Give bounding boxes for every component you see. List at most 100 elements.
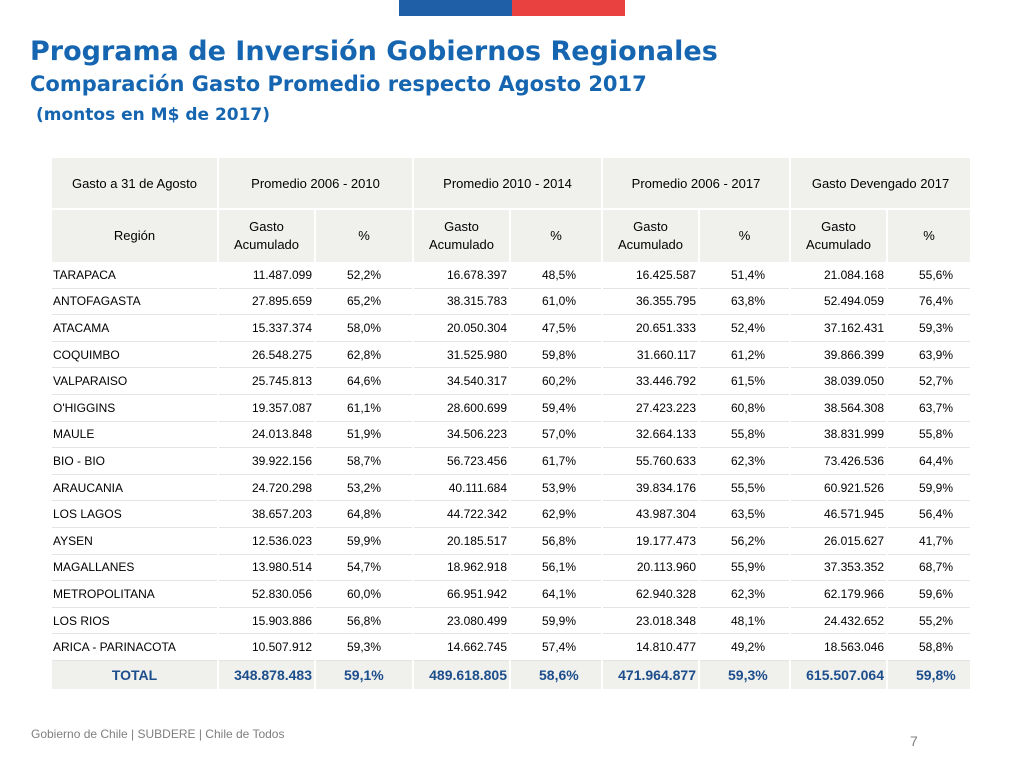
value-cell: 28.600.699 xyxy=(413,394,511,422)
table-row: ATACAMA 15.337.374 58,0% 20.050.304 47,5% 20.… xyxy=(52,314,973,342)
group-header-row: Gasto a 31 de Agosto Promedio 2006 - 201… xyxy=(52,158,973,209)
pct-cell: 53,9% xyxy=(510,474,603,502)
gasto-acumulado-header: Gasto Acumulado xyxy=(413,208,511,262)
table-row: MAULE 24.013.848 51,9% 34.506.223 57,0% 32.66… xyxy=(52,421,973,449)
footer-text: Gobierno de Chile | SUBDERE | Chile de T… xyxy=(31,727,285,741)
gasto-acumulado-header: Gasto Acumulado xyxy=(790,208,888,262)
total-label: TOTAL xyxy=(52,660,219,689)
pct-cell: 60,8% xyxy=(699,394,791,422)
investment-table: Gasto a 31 de Agosto Promedio 2006 - 201… xyxy=(52,158,973,689)
value-cell: 26.548.275 xyxy=(218,341,316,369)
pct-cell: 55,2% xyxy=(887,607,973,635)
pct-cell: 63,5% xyxy=(699,500,791,528)
table-row: ARAUCANIA 24.720.298 53,2% 40.111.684 53,9% 3… xyxy=(52,474,973,502)
pct-cell: 59,6% xyxy=(887,580,973,608)
group-header-2010-2014: Promedio 2010 - 2014 xyxy=(413,158,603,209)
pct-cell: 68,7% xyxy=(887,554,973,582)
total-row: TOTAL 348.878.483 59,1% 489.618.805 58,6… xyxy=(52,660,973,689)
value-cell: 52.830.056 xyxy=(218,580,316,608)
pct-cell: 62,3% xyxy=(699,447,791,475)
value-cell: 21.084.168 xyxy=(790,262,888,289)
value-cell: 36.355.795 xyxy=(602,288,700,316)
pct-cell: 55,8% xyxy=(887,421,973,449)
value-cell: 20.651.333 xyxy=(602,314,700,342)
region-header: Región xyxy=(52,208,219,262)
table-row: COQUIMBO 26.548.275 62,8% 31.525.980 59,8% 31… xyxy=(52,341,973,369)
page-subtitle: Comparación Gasto Promedio respecto Agos… xyxy=(30,72,647,96)
region-cell: TARAPACA xyxy=(52,262,219,289)
value-cell: 38.315.783 xyxy=(413,288,511,316)
value-cell: 14.662.745 xyxy=(413,633,511,661)
value-cell: 18.563.046 xyxy=(790,633,888,661)
value-cell: 62.179.966 xyxy=(790,580,888,608)
region-cell: ANTOFAGASTA xyxy=(52,288,219,316)
pct-cell: 60,0% xyxy=(315,580,414,608)
units-note: (montos en M$ de 2017) xyxy=(36,105,271,125)
value-cell: 16.678.397 xyxy=(413,262,511,289)
value-cell: 32.664.133 xyxy=(602,421,700,449)
value-cell: 24.013.848 xyxy=(218,421,316,449)
page-title: Programa de Inversión Gobiernos Regional… xyxy=(30,36,718,67)
pct-cell: 55,6% xyxy=(887,262,973,289)
pct-cell: 61,7% xyxy=(510,447,603,475)
group-header-2006-2010: Promedio 2006 - 2010 xyxy=(218,158,414,209)
total-pct: 59,3% xyxy=(699,660,791,689)
pct-cell: 56,8% xyxy=(510,527,603,555)
value-cell: 20.113.960 xyxy=(602,554,700,582)
value-cell: 27.423.223 xyxy=(602,394,700,422)
pct-cell: 59,8% xyxy=(510,341,603,369)
table-row: METROPOLITANA 52.830.056 60,0% 66.951.942 64… xyxy=(52,580,973,608)
table-row: LOS LAGOS 38.657.203 64,8% 44.722.342 62,9% 4… xyxy=(52,500,973,528)
pct-cell: 54,7% xyxy=(315,554,414,582)
value-cell: 20.185.517 xyxy=(413,527,511,555)
value-cell: 10.507.912 xyxy=(218,633,316,661)
flag-blue-segment xyxy=(399,0,512,16)
pct-cell: 58,8% xyxy=(887,633,973,661)
pct-cell: 64,4% xyxy=(887,447,973,475)
table-row: LOS RIOS 15.903.886 56,8% 23.080.499 59,9% 23… xyxy=(52,607,973,635)
pct-cell: 41,7% xyxy=(887,527,973,555)
pct-cell: 59,9% xyxy=(887,474,973,502)
value-cell: 38.564.308 xyxy=(790,394,888,422)
pct-cell: 63,7% xyxy=(887,394,973,422)
pct-cell: 52,4% xyxy=(699,314,791,342)
table-row: TARAPACA 11.487.099 52,2% 16.678.397 48,5% 16… xyxy=(52,262,973,289)
pct-cell: 62,3% xyxy=(699,580,791,608)
pct-header: % xyxy=(699,208,791,262)
pct-cell: 48,5% xyxy=(510,262,603,289)
pct-cell: 59,9% xyxy=(510,607,603,635)
value-cell: 23.018.348 xyxy=(602,607,700,635)
pct-cell: 76,4% xyxy=(887,288,973,316)
table-row: VALPARAISO 25.745.813 64,6% 34.540.317 60,2%… xyxy=(52,367,973,395)
pct-cell: 52,7% xyxy=(887,367,973,395)
sub-header-row: Región Gasto Acumulado % Gasto Acumulado %… xyxy=(52,208,973,262)
value-cell: 19.177.473 xyxy=(602,527,700,555)
group-header-devengado-2017: Gasto Devengado 2017 xyxy=(790,158,973,209)
value-cell: 13.980.514 xyxy=(218,554,316,582)
value-cell: 24.720.298 xyxy=(218,474,316,502)
table-row: MAGALLANES 13.980.514 54,7% 18.962.918 56,1%… xyxy=(52,554,973,582)
pct-cell: 53,2% xyxy=(315,474,414,502)
pct-cell: 64,1% xyxy=(510,580,603,608)
value-cell: 34.506.223 xyxy=(413,421,511,449)
value-cell: 23.080.499 xyxy=(413,607,511,635)
pct-cell: 62,9% xyxy=(510,500,603,528)
value-cell: 46.571.945 xyxy=(790,500,888,528)
pct-cell: 64,6% xyxy=(315,367,414,395)
region-cell: LOS LAGOS xyxy=(52,500,219,528)
region-cell: COQUIMBO xyxy=(52,341,219,369)
pct-header: % xyxy=(887,208,973,262)
total-value: 615.507.064 xyxy=(790,660,888,689)
total-value: 348.878.483 xyxy=(218,660,316,689)
region-cell: ATACAMA xyxy=(52,314,219,342)
pct-cell: 55,8% xyxy=(699,421,791,449)
pct-cell: 48,1% xyxy=(699,607,791,635)
table-row: O'HIGGINS 19.357.087 61,1% 28.600.699 59,4% 2… xyxy=(52,394,973,422)
flag-red-segment xyxy=(512,0,625,16)
pct-cell: 59,4% xyxy=(510,394,603,422)
region-cell: MAULE xyxy=(52,421,219,449)
value-cell: 26.015.627 xyxy=(790,527,888,555)
pct-cell: 55,5% xyxy=(699,474,791,502)
pct-cell: 65,2% xyxy=(315,288,414,316)
value-cell: 62.940.328 xyxy=(602,580,700,608)
